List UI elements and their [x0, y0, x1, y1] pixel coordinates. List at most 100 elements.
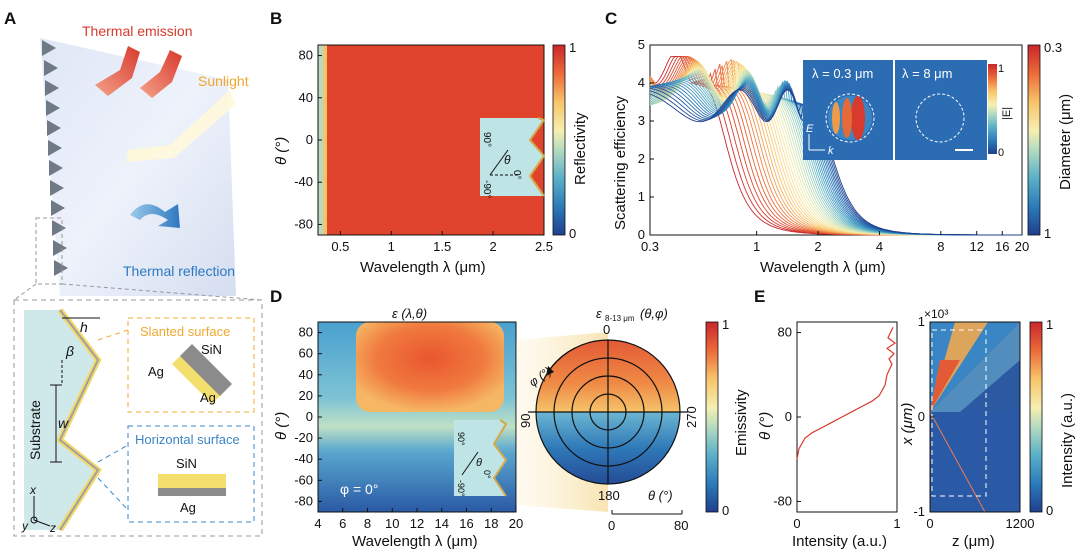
panel-d-label: D	[270, 287, 282, 306]
c-series-line	[649, 89, 1022, 236]
c-ytick-label: 3	[638, 113, 645, 128]
b-cbar-max: 1	[569, 40, 576, 55]
panel-b-label: B	[270, 9, 282, 28]
e-intensity-curve	[796, 327, 897, 460]
d-ytick-label: 20	[299, 388, 313, 403]
c-inset-E: E	[806, 123, 814, 135]
emission-arrow-1	[95, 46, 140, 96]
panel-a-label: A	[4, 9, 16, 28]
d-ylabel: θ (°)	[273, 412, 290, 440]
d-ytick-label: 60	[299, 346, 313, 361]
d-ytick-label: -80	[294, 493, 313, 508]
b-ytick-label: 80	[299, 48, 313, 63]
beta-label: β	[65, 343, 74, 359]
e-colorbar	[1029, 321, 1043, 513]
slanted-sin: SiN	[201, 342, 222, 357]
d-xtick-label: 12	[410, 516, 424, 531]
d-xtick-label: 8	[364, 516, 371, 531]
e-right-ytick-label: -1	[913, 504, 925, 519]
e-scale-label: ×10³	[924, 307, 948, 321]
e-left-ytick-label: -80	[773, 493, 792, 508]
thermal-reflection-label: Thermal reflection	[123, 263, 235, 279]
d-title-right: ε	[596, 306, 602, 321]
e-left-xtick-label: 0	[793, 516, 800, 531]
c-ytick-label: 1	[638, 189, 645, 204]
c-ytick-label: 2	[638, 151, 645, 166]
panel-c-label: C	[605, 9, 617, 28]
scattering-curves	[649, 55, 1022, 236]
b-xtick-label: 0.5	[331, 239, 349, 254]
detail-box	[13, 299, 263, 537]
w-label: w	[58, 415, 69, 431]
polar-0: 0	[603, 322, 610, 337]
b-xtick-label: 1	[388, 239, 395, 254]
panel-d: D ε (λ,θ) φ = 0° θ 90° 0° -90° 4 6 8 10 12 14…	[270, 287, 750, 550]
polar-270: 270	[684, 406, 699, 428]
d-ytick-label: -40	[294, 451, 313, 466]
c-xtick-label: 20	[1015, 239, 1029, 254]
d-colorbar	[705, 321, 719, 513]
c-xtick-label: 12	[970, 239, 984, 254]
e-window	[931, 329, 987, 497]
c-xlabel: Wavelength λ (μm)	[760, 259, 886, 276]
slanted-ag-top: Ag	[148, 364, 164, 379]
c-colorbar	[1027, 44, 1041, 236]
panel-b-inset	[480, 117, 546, 197]
e-right-ytick-label: 1	[918, 314, 925, 329]
e-right-xtick-label: 0	[926, 516, 933, 531]
b-ytick-label: -40	[294, 174, 313, 189]
d-cbar-min: 0	[722, 503, 729, 518]
b-inset-theta: θ	[504, 153, 511, 167]
b-xlabel: Wavelength λ (μm)	[360, 259, 486, 276]
c-xtick-label: 0.3	[641, 239, 659, 254]
h-label: h	[80, 319, 88, 335]
d-phi-label: φ = 0°	[340, 481, 378, 497]
c-ytick-label: 0	[638, 227, 645, 242]
reflection-arrow	[130, 204, 180, 228]
d-inset-neg90: -90°	[456, 480, 466, 497]
d-cbar-max: 1	[722, 317, 729, 332]
d-title-left: ε (λ,θ)	[392, 306, 427, 321]
b-cbar-label: Reflectivity	[572, 112, 589, 185]
d-xlabel: Wavelength λ (μm)	[352, 533, 478, 550]
substrate-label: Substrate	[27, 400, 43, 460]
c-ytick-label: 5	[638, 37, 645, 52]
b-ytick-label: 0	[306, 132, 313, 147]
d-ytick-label: 40	[299, 367, 313, 382]
c-xtick-label: 4	[876, 239, 883, 254]
e-left-ytick-label: 0	[785, 409, 792, 424]
c-inset-right-title: λ = 8 μm	[902, 66, 952, 81]
c-inset-left-title: λ = 0.3 μm	[812, 66, 873, 81]
panel-d-axes: 4 6 8 10 12 14 16 18 20 80 60 40 20 0 -20 -40 -60 -80	[294, 325, 523, 531]
d-xtick-label: 10	[385, 516, 399, 531]
b-inset-0: 0°	[511, 170, 522, 180]
d-title-right-rest: (θ,φ)	[640, 306, 668, 321]
polar-grid	[528, 339, 688, 485]
d-inset	[454, 419, 508, 497]
c-inset-cbar-min: 0	[998, 147, 1004, 159]
b-ytick-label: 40	[299, 90, 313, 105]
polar-180: 180	[598, 488, 620, 503]
b-inset-neg90: -90°	[481, 180, 492, 198]
b-xtick-label: 2.5	[535, 239, 553, 254]
d-ytick-label: 0	[306, 409, 313, 424]
e-right-xtick-label: 1200	[1006, 516, 1035, 531]
horizontal-box	[127, 425, 255, 523]
panel-b-axes: 0.5 1 1.5 2 2.5 80 40 0 -40 -80	[294, 48, 553, 254]
horizontal-surface-label: Horizontal surface	[135, 432, 240, 447]
d-inset-90: 90°	[456, 432, 466, 446]
horizontal-ag: Ag	[180, 500, 196, 515]
e-left-xlabel: Intensity (a.u.)	[792, 533, 887, 550]
e-right-xlabel: z (μm)	[952, 533, 995, 550]
c-cbar-max: 0.3	[1044, 40, 1062, 55]
polar-90: 90	[518, 414, 533, 428]
e-cbar-min: 0	[1046, 503, 1053, 518]
c-xtick-label: 2	[814, 239, 821, 254]
b-cbar-min: 0	[569, 226, 576, 241]
b-xtick-label: 2	[489, 239, 496, 254]
e-cbar-max: 1	[1046, 317, 1053, 332]
e-left-ytick-label: 80	[778, 325, 792, 340]
slanted-surface-label: Slanted surface	[140, 324, 230, 339]
